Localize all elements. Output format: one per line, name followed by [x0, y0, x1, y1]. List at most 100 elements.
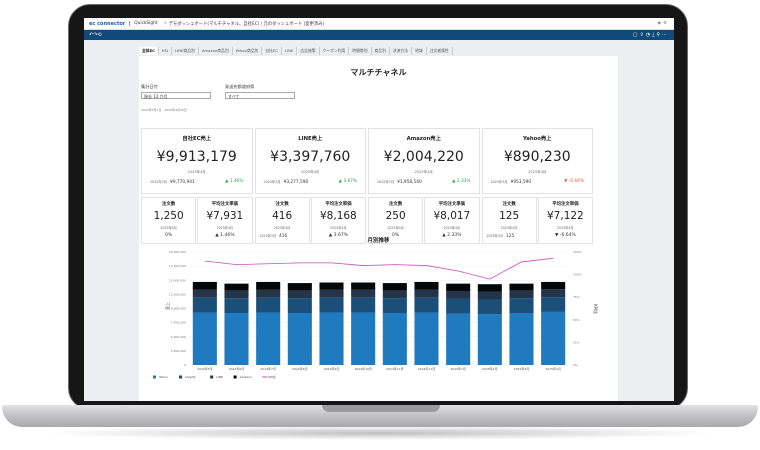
kpi-value: ¥3,397,760: [270, 149, 351, 165]
orders-change: 0%: [165, 233, 173, 238]
legend-swatch-2: [210, 375, 214, 379]
bar-yahoo-10: [509, 313, 534, 365]
bar-line-3: [287, 290, 312, 299]
tab-0[interactable]: 全体EC: [139, 47, 159, 55]
prefecture-label: 発送先都道府県: [225, 84, 255, 89]
bar-shopify-10: [509, 298, 534, 314]
y-tick-label: 7,500,000: [171, 321, 186, 325]
tab-13[interactable]: 注文者属性: [427, 47, 453, 55]
tab-9[interactable]: 時間帯別: [349, 47, 372, 55]
aov-title: 平均注文単価: [438, 202, 466, 207]
bar-yahoo-0: [192, 312, 217, 365]
kpi-prev-value: ¥9,770,941: [170, 180, 195, 185]
x-tick-label: 2025年3月: [514, 366, 530, 371]
bar-yahoo-4: [319, 312, 344, 365]
reset-icon[interactable]: ⟲: [97, 32, 102, 38]
y-axis-label: 売上: [164, 302, 170, 310]
period-range: 2024年5月1日 - 2025年4月30日: [141, 108, 187, 112]
app-logo[interactable]: ec connector: [89, 20, 126, 27]
tab-12[interactable]: 地域: [412, 47, 427, 55]
app-header: ec connector QuickSight ☆ デモダッシュボード(マルチチ…: [84, 18, 674, 30]
tab-10[interactable]: 商品別: [372, 47, 390, 55]
aov-card: 平均注文単価 ¥8,168 2025年4月 ▲ 3.67%: [310, 197, 366, 244]
bar-line-2: [256, 289, 281, 298]
orders-month: 2025年4月: [160, 226, 177, 230]
y-tick-label: 15,000,000: [169, 278, 186, 282]
y-tick-label: 12,500,000: [169, 292, 186, 296]
bar-line-8: [446, 290, 471, 299]
bar-amazon-0: [192, 281, 217, 290]
orders-card: 注文数 125 2025年4月 2025年3月 125: [481, 197, 537, 244]
bookmark-icon[interactable]: ▢: [632, 32, 640, 38]
bar-line-5: [351, 289, 376, 298]
kpi-prev: 2025年3月 ¥9,770,941: [150, 179, 195, 185]
aov-value: ¥7,122: [547, 210, 584, 222]
kpi-prev: 2025年3月 ¥953,590: [491, 179, 532, 185]
bar-amazon-7: [414, 281, 439, 290]
x-tick-label: 2024年5月: [197, 366, 213, 371]
bar-amazon-3: [287, 283, 312, 291]
bar-yahoo-7: [414, 312, 439, 365]
share-icon[interactable]: ⇪: [639, 32, 646, 38]
kpi-change: ▼ -6.64%: [564, 179, 584, 184]
alert-icon[interactable]: ◔: [645, 32, 653, 38]
kpi-prev: 2025年3月 ¥3,277,590: [264, 179, 309, 185]
bar-shopify-8: [446, 298, 471, 314]
download-icon[interactable]: ⤓: [652, 32, 657, 38]
bar-amazon-10: [509, 283, 534, 291]
tab-5[interactable]: 自社EC: [262, 47, 282, 55]
more-icon[interactable]: ⋯: [662, 32, 669, 38]
kpi-prev-label: 2025年3月: [377, 180, 395, 184]
kpi-card: LINE売上 ¥3,397,760 2025年4月 2025年3月 ¥3,277,590…: [254, 128, 366, 194]
y-tick-label: 20,000,000: [169, 250, 186, 254]
account-icon[interactable]: ◉: [657, 21, 664, 26]
x-tick-label: 2024年10月: [354, 366, 371, 371]
orders-change: 0%: [392, 233, 400, 238]
kpi-prev-value: ¥953,590: [510, 180, 532, 185]
tab-8[interactable]: クーポン利用: [320, 47, 350, 55]
tab-11[interactable]: 決済方法: [390, 47, 413, 55]
period-select[interactable]: 過去 12 か月: [141, 92, 211, 99]
aov-card: 平均注文単価 ¥7,122 2025年4月 ▼ -6.64%: [537, 197, 593, 244]
tab-2[interactable]: LINE商品別: [172, 47, 199, 55]
kpi-prev-label: 2025年3月: [150, 180, 168, 184]
bar-yahoo-8: [446, 313, 471, 365]
aov-month: 2025年4月: [330, 226, 347, 230]
bar-amazon-5: [351, 282, 376, 290]
y2-tick-label: 25%: [573, 340, 580, 344]
aov-change: ▲ 2.33%: [442, 233, 462, 238]
prefecture-filter: 発送先都道府県 すべて: [225, 84, 295, 99]
star-icon[interactable]: ☆: [163, 21, 169, 26]
orders-value: 250: [385, 210, 406, 222]
kpi-change: ▲ 2.33%: [452, 179, 471, 184]
bar-line-9: [477, 291, 502, 300]
bar-amazon-2: [256, 281, 281, 290]
tab-6[interactable]: LINE: [282, 47, 298, 55]
bar-line-7: [414, 289, 439, 298]
legend-swatch-1: [179, 375, 182, 379]
bar-yahoo-5: [351, 312, 376, 365]
tab-3[interactable]: Amazon商品別: [199, 47, 233, 55]
tab-7[interactable]: 広告施策: [297, 47, 320, 55]
settings-icon[interactable]: ⚙: [663, 21, 669, 26]
bar-yahoo-2: [256, 312, 281, 365]
bar-shopify-0: [192, 297, 217, 313]
bar-amazon-4: [319, 282, 344, 290]
undo-icon[interactable]: ↶: [89, 32, 94, 38]
kpi-month: 2025年4月: [414, 170, 433, 174]
bar-shopify-1: [224, 298, 249, 314]
tab-4[interactable]: Yahoo商品別: [233, 47, 263, 55]
kpi-change: ▲ 1.46%: [225, 179, 244, 184]
y2-tick-label: 50%: [573, 318, 580, 322]
kpi-value: ¥2,004,220: [383, 149, 464, 165]
filter-icon[interactable]: ⚲: [656, 32, 662, 38]
kpi-title: Amazon売上: [406, 136, 441, 142]
bar-line-10: [509, 290, 534, 299]
bar-amazon-8: [446, 283, 471, 291]
prefecture-select[interactable]: すべて: [225, 92, 295, 99]
tab-1[interactable]: KSI: [159, 47, 173, 55]
bar-line-11: [541, 289, 566, 298]
redo-icon[interactable]: ↷: [93, 32, 98, 38]
page-title: マルチチャネル: [350, 68, 407, 77]
